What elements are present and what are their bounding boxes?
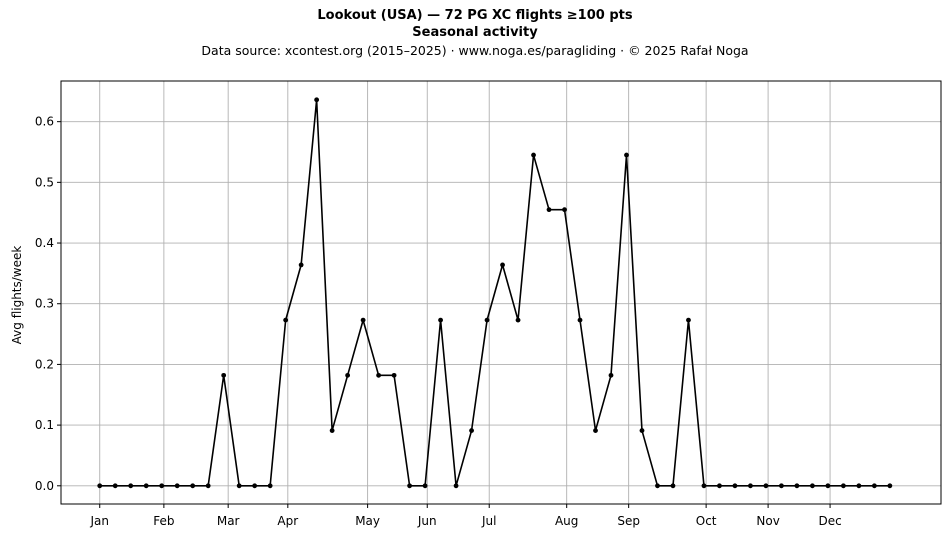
data-point: [717, 483, 722, 489]
series-line: [99, 99, 890, 487]
data-point: [438, 317, 443, 323]
y-tick-label: 0.4: [35, 236, 54, 250]
x-tick-label-jul: Jul: [481, 514, 496, 528]
y-tick-label: 0.1: [35, 418, 54, 432]
data-point: [825, 483, 831, 489]
data-point: [639, 428, 645, 433]
y-tick-label: 0.3: [35, 297, 54, 311]
chart-title: Lookout (USA) — 72 PG XC flights ≥100 pt…: [317, 8, 633, 23]
y-tick-label: 0.2: [35, 357, 54, 371]
x-tick-label-dec: Dec: [818, 514, 841, 528]
data-point: [314, 97, 320, 103]
data-point: [236, 483, 242, 489]
data-point: [128, 483, 134, 489]
data-point: [546, 207, 552, 213]
x-tick-label-jun: Jun: [417, 514, 437, 528]
data-point: [190, 483, 196, 489]
data-point: [748, 483, 753, 489]
data-point: [871, 483, 877, 489]
data-point: [608, 372, 614, 378]
data-point: [283, 317, 289, 323]
x-tick-label-may: May: [355, 514, 380, 528]
data-point: [840, 483, 846, 489]
data-point: [593, 428, 598, 433]
data-point: [794, 483, 800, 489]
x-tick-label-nov: Nov: [756, 514, 779, 528]
data-point: [407, 483, 412, 489]
data-point: [97, 483, 103, 489]
x-tick-label-oct: Oct: [696, 514, 717, 528]
x-tick-label-aug: Aug: [555, 514, 578, 528]
data-point: [298, 262, 304, 268]
data-point: [577, 317, 583, 323]
data-point: [484, 317, 490, 323]
x-tick-label-apr: Apr: [277, 514, 298, 528]
y-tick-label: 0.5: [35, 175, 54, 189]
plot-frame: [60, 80, 942, 505]
data-point: [345, 372, 351, 378]
data-point: [174, 483, 180, 489]
y-tick-label: 0.0: [35, 479, 54, 493]
data-point: [112, 483, 118, 489]
data-point: [329, 428, 335, 433]
data-point: [732, 483, 738, 489]
axes: 0.0 0.1 0.2 0.3 0.4 0.5 0.6 Jan Feb Mar Apr May Jun J…: [35, 80, 942, 528]
data-point: [670, 483, 676, 489]
data-point: [267, 483, 273, 489]
data-point: [701, 483, 707, 489]
data-point: [887, 483, 893, 489]
data-point: [391, 372, 397, 378]
x-tick-label-jan: Jan: [89, 514, 109, 528]
data-point: [763, 483, 769, 489]
data-points: [97, 97, 893, 489]
data-point: [624, 152, 629, 158]
data-point: [252, 483, 258, 489]
data-point: [531, 152, 536, 158]
y-axis-label: Avg flights/week: [10, 246, 24, 345]
data-point: [422, 483, 428, 489]
data-point: [562, 207, 567, 213]
data-point: [856, 483, 862, 489]
data-point: [376, 372, 382, 378]
y-tick-label: 0.6: [35, 115, 54, 129]
data-point: [143, 483, 149, 489]
data-point: [469, 428, 474, 433]
data-point: [655, 483, 660, 489]
data-point: [453, 483, 459, 489]
data-point: [810, 483, 815, 489]
data-point: [500, 262, 505, 268]
series-line-group: [99, 99, 890, 487]
data-point: [686, 317, 691, 323]
data-point: [779, 483, 784, 489]
x-tick-label-sep: Sep: [617, 514, 640, 528]
data-point: [515, 317, 521, 323]
grid: [61, 81, 941, 504]
data-point: [159, 483, 165, 489]
chart-subtitle: Seasonal activity: [412, 25, 538, 40]
x-tick-label-mar: Mar: [217, 514, 240, 528]
data-point: [221, 372, 227, 378]
data-point: [205, 483, 211, 489]
data-point: [360, 317, 366, 323]
x-tick-label-feb: Feb: [153, 514, 174, 528]
chart-source: Data source: xcontest.org (2015–2025) · …: [201, 43, 749, 58]
